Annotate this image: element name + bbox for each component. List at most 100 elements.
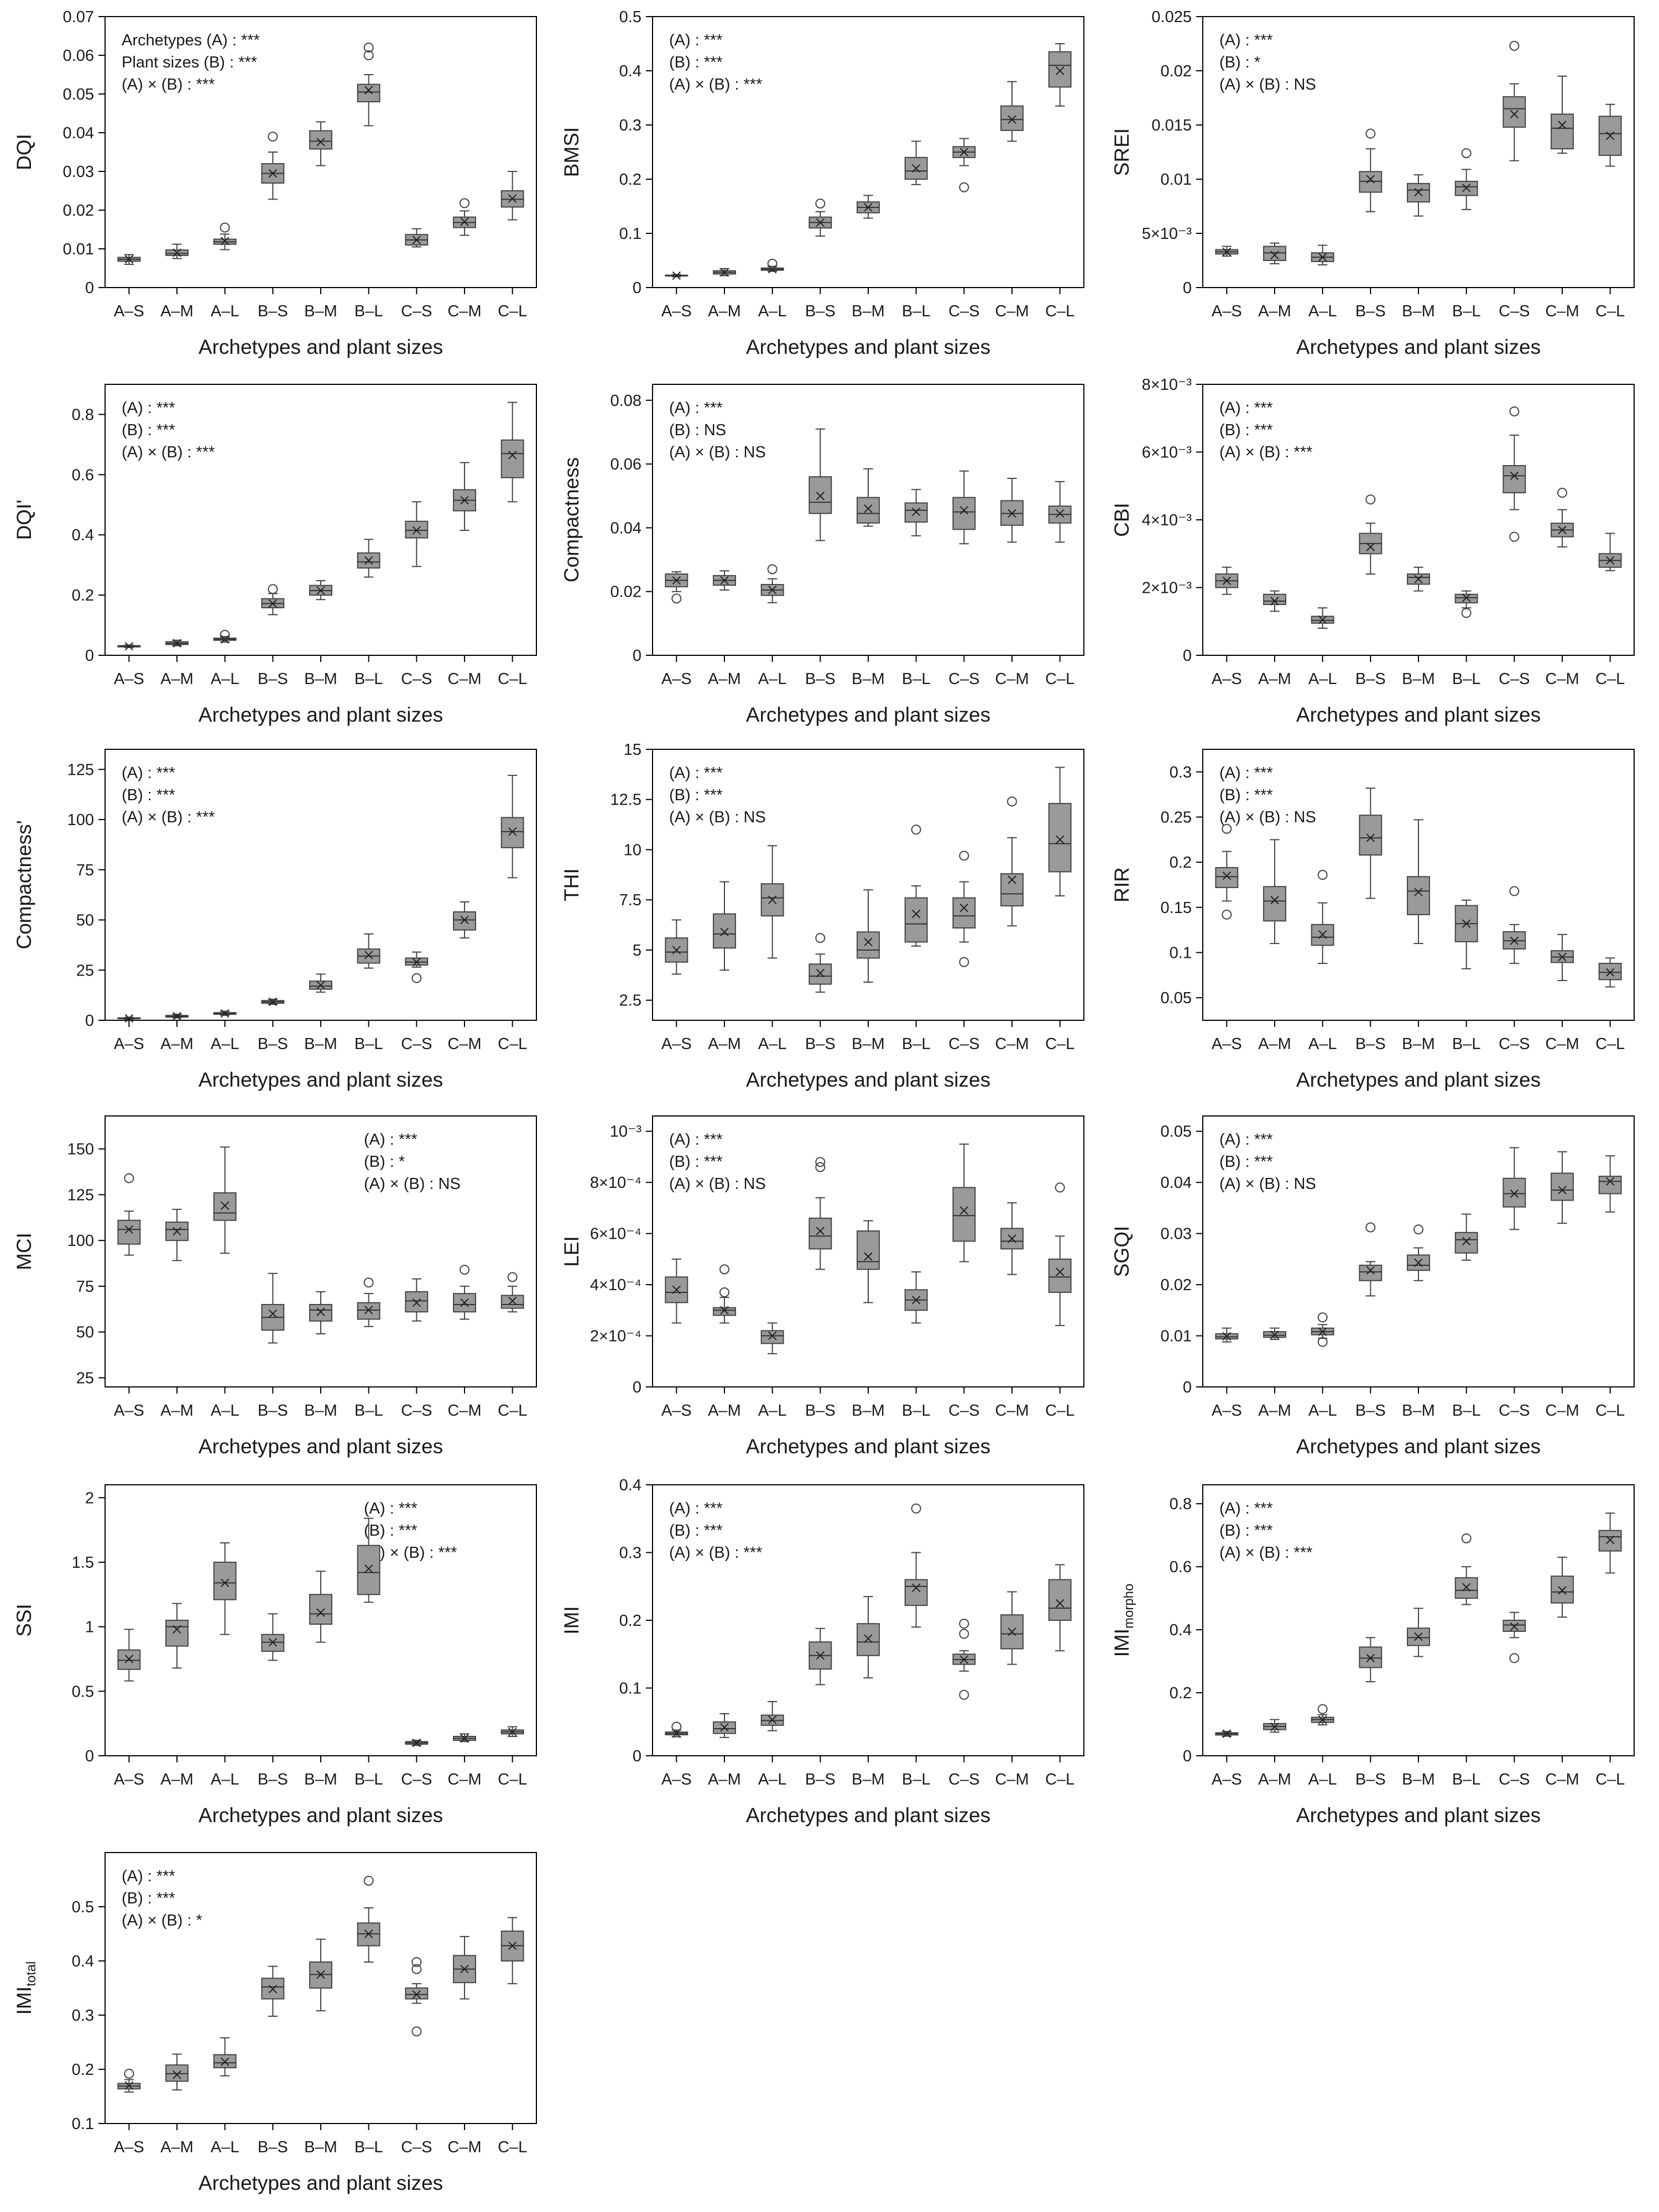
boxplot-svg: 0 2×10⁻⁴ 4×10⁻⁴ 6×10⁻⁴ 8×10⁻⁴ 10⁻³ A–S A–M A–L B–…	[560, 1115, 1084, 1458]
outlier-point	[220, 222, 230, 233]
iqr-box	[1048, 1579, 1072, 1621]
outlier-point	[815, 1157, 826, 1167]
outlier-point	[1461, 148, 1472, 158]
x-tick-label: A–S	[661, 1035, 692, 1053]
x-tick-label: B–M	[1402, 302, 1435, 320]
iqr-box	[1503, 96, 1526, 128]
x-tick-label: A–M	[708, 1035, 741, 1053]
mean-marker	[959, 148, 969, 156]
x-tick-label: C–S	[1499, 302, 1530, 320]
x-tick-label: A–M	[708, 302, 741, 320]
mean-marker	[864, 1252, 873, 1261]
mean-marker	[816, 1227, 825, 1235]
x-axis-title: Archetypes and plant sizes	[746, 336, 990, 358]
outlier-point	[815, 933, 826, 943]
mean-marker	[1414, 1258, 1423, 1267]
significance-annotation: (A) : ***	[122, 399, 175, 417]
box-B–M	[309, 1571, 332, 1643]
x-tick-label: A–M	[160, 1402, 194, 1420]
x-tick-label: C–L	[1045, 302, 1074, 320]
y-tick-label: 12.5	[611, 791, 641, 809]
x-tick-label: A–L	[211, 2138, 239, 2156]
mean-marker	[768, 264, 777, 274]
significance-annotation: (A) : ***	[669, 399, 723, 417]
y-tick-label: 0.3	[1170, 764, 1192, 781]
chart-panel-3: 0 5×10⁻³ 0.01 0.015 0.02 0.025 A–S A–M A–L B–S B–M…	[1098, 0, 1645, 368]
y-tick-label: 0.5	[72, 1898, 94, 1916]
iqr-box	[760, 1330, 784, 1344]
x-tick-label: B–L	[354, 1771, 383, 1788]
y-tick-label: 0.02	[1161, 1276, 1192, 1294]
significance-annotation: (A) : ***	[669, 1500, 723, 1517]
outlier-point	[959, 851, 969, 861]
box-A–L	[1311, 1704, 1334, 1726]
mean-marker	[1558, 525, 1567, 535]
mean-marker	[1270, 597, 1279, 606]
mean-marker	[768, 1715, 777, 1724]
mean-marker	[1414, 888, 1423, 896]
chart-panel-4: 0 0.2 0.4 0.6 0.8 A–S A–M A–L B–S B–M B–L C–S C–M C–L…	[0, 368, 547, 735]
mean-marker	[1318, 253, 1327, 262]
box-C–M	[453, 1733, 476, 1743]
boxplot-svg: 0 0.01 0.02 0.03 0.04 0.05 0.06 0.07 A–S A–M A–L B–…	[13, 8, 537, 358]
box-C–L	[500, 775, 524, 879]
x-tick-label: B–M	[852, 1402, 885, 1420]
y-tick-label: 0.04	[611, 519, 641, 537]
mean-marker	[173, 248, 181, 257]
x-tick-label: A–S	[661, 1402, 692, 1420]
box-B–L	[1454, 1213, 1478, 1261]
y-tick-label: 0.8	[1170, 1495, 1192, 1513]
significance-annotation: (A) : ***	[364, 1500, 418, 1517]
mean-marker	[508, 1296, 517, 1306]
iqr-box	[405, 1291, 429, 1313]
x-tick-label: B–L	[902, 302, 931, 320]
y-tick-label: 0.4	[72, 526, 94, 544]
mean-marker	[911, 1296, 921, 1305]
mean-marker	[460, 915, 469, 925]
mean-marker	[364, 951, 373, 959]
x-tick-label: A–S	[1212, 1402, 1242, 1420]
box-A–L	[213, 1009, 237, 1018]
iqr-box	[1359, 1264, 1383, 1281]
mean-marker	[460, 495, 469, 505]
x-tick-label: C–S	[948, 1771, 979, 1788]
iqr-box	[1000, 873, 1024, 907]
box-A–S	[665, 571, 688, 604]
outlier-point	[1461, 1533, 1472, 1543]
box-C–M	[1551, 1557, 1574, 1618]
iqr-box	[808, 476, 832, 514]
y-tick-label: 0.1	[72, 2115, 94, 2133]
iqr-box	[117, 1219, 141, 1245]
box-C–L	[1598, 1155, 1622, 1213]
y-tick-label: 10	[624, 841, 641, 859]
mean-marker	[268, 997, 278, 1006]
box-C–S	[405, 1738, 429, 1747]
x-tick-label: C–M	[447, 670, 481, 688]
box-A–L	[1311, 1312, 1334, 1347]
x-axis-title: Archetypes and plant sizes	[746, 1068, 990, 1091]
outlier-point	[363, 1875, 374, 1886]
y-tick-label: 0.4	[619, 62, 641, 80]
x-tick-label: A–L	[1308, 670, 1337, 688]
significance-annotation: (A) × (B) : NS	[1219, 808, 1316, 826]
mean-marker	[412, 1738, 421, 1747]
x-axis-title: Archetypes and plant sizes	[746, 1435, 990, 1458]
x-tick-label: A–S	[661, 302, 692, 320]
mean-marker	[1318, 930, 1327, 939]
significance-annotation: (A) × (B) : NS	[1219, 76, 1316, 93]
outlier-point	[220, 629, 230, 640]
mean-marker	[1318, 1327, 1327, 1336]
outlier-point	[460, 1265, 469, 1275]
box-C–S	[952, 851, 976, 967]
mean-marker	[124, 2081, 134, 2090]
mean-marker	[412, 236, 421, 244]
x-tick-label: B–M	[1402, 1402, 1435, 1420]
chart-panel-7: 0 25 50 75 100 125 A–S A–M A–L B–S B–M B–L C–S C–M C–L…	[0, 733, 547, 1100]
box-B–M	[1407, 1224, 1430, 1281]
boxplot-svg: 25 50 75 100 125 150 A–S A–M A–L B–S B–M B–L C–S C–M C…	[13, 1115, 537, 1458]
x-tick-label: A–L	[211, 670, 239, 688]
iqr-box	[808, 963, 832, 985]
boxplot-svg: 0 5×10⁻³ 0.01 0.015 0.02 0.025 A–S A–M A–L B–S B–M…	[1110, 8, 1635, 358]
mean-marker	[460, 1964, 469, 1974]
